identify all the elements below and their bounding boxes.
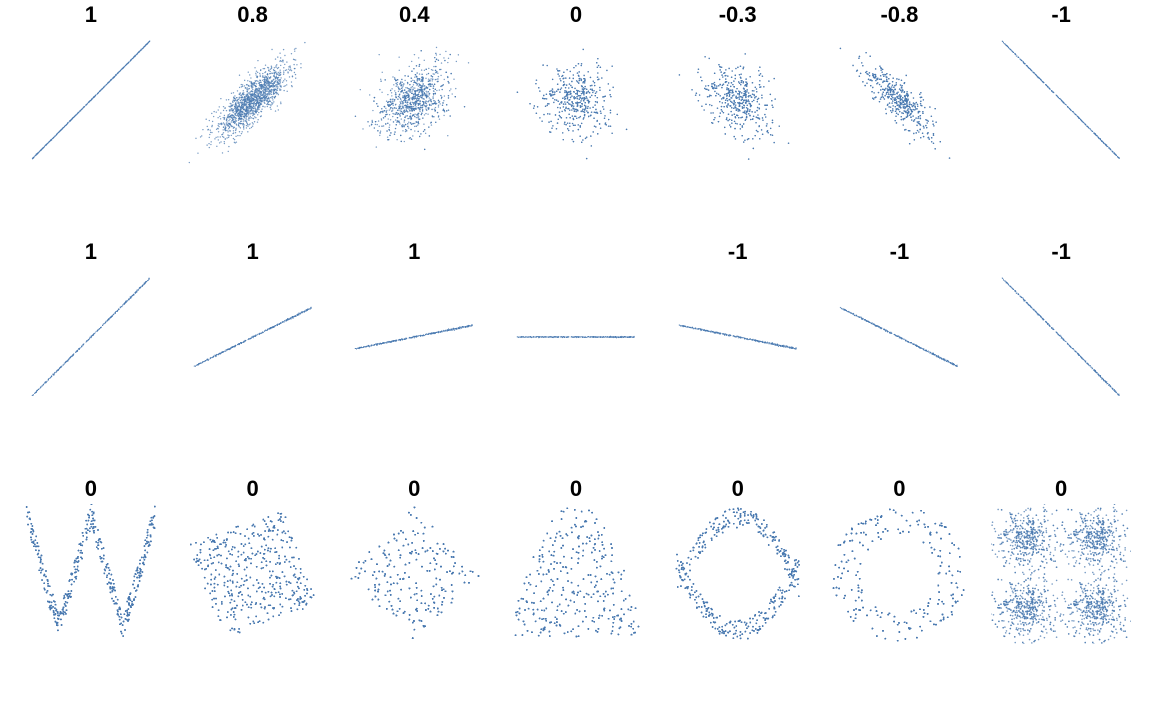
scatter-plot <box>344 30 484 170</box>
scatter-plot <box>991 504 1131 644</box>
correlation-examples-figure: 1 0.8 0.4 0 -0.3 -0.8 -1 1 1 1 -1 -1 -1 0 0 0 0 0 0 0 <box>0 0 1152 711</box>
panel-title: -0.3 <box>719 0 757 30</box>
scatter-plot <box>344 267 484 407</box>
scatter-plot <box>991 267 1131 407</box>
scatter-plot <box>829 267 969 407</box>
scatter-plot <box>829 30 969 170</box>
scatter-plot <box>21 504 161 644</box>
panel-title: 0 <box>732 474 744 504</box>
scatter-plot <box>183 30 323 170</box>
panel-title: 1 <box>85 237 97 267</box>
panel-r1c5: -1 <box>819 237 981 474</box>
panel-title: -0.8 <box>880 0 918 30</box>
scatter-plot <box>344 504 484 644</box>
panel-title: -1 <box>728 237 748 267</box>
panel-r1c2: 1 <box>333 237 495 474</box>
panel-r0c3: 0 <box>495 0 657 237</box>
panel-r2c6: 0 <box>980 474 1142 711</box>
panel-title: 0 <box>246 474 258 504</box>
panel-r1c4: -1 <box>657 237 819 474</box>
panel-r2c5: 0 <box>819 474 981 711</box>
panel-title: -1 <box>1051 0 1071 30</box>
panel-r0c0: 1 <box>10 0 172 237</box>
scatter-plot <box>506 267 646 407</box>
panel-title: 0 <box>85 474 97 504</box>
panel-title: 1 <box>246 237 258 267</box>
scatter-plot <box>21 30 161 170</box>
panel-title: 0.4 <box>399 0 430 30</box>
scatter-plot <box>506 504 646 644</box>
scatter-plot <box>829 504 969 644</box>
panel-r0c6: -1 <box>980 0 1142 237</box>
scatter-plot <box>506 30 646 170</box>
panel-title: 1 <box>408 237 420 267</box>
scatter-plot <box>183 504 323 644</box>
panel-grid: 1 0.8 0.4 0 -0.3 -0.8 -1 1 1 1 -1 -1 -1 0 0 0 0 0 0 0 <box>0 0 1152 711</box>
panel-title: -1 <box>890 237 910 267</box>
panel-r1c0: 1 <box>10 237 172 474</box>
scatter-plot <box>668 504 808 644</box>
scatter-plot <box>21 267 161 407</box>
scatter-plot <box>668 30 808 170</box>
panel-r2c2: 0 <box>333 474 495 711</box>
panel-r0c2: 0.4 <box>333 0 495 237</box>
panel-title: 0 <box>408 474 420 504</box>
scatter-plot <box>183 267 323 407</box>
panel-title: 0 <box>1055 474 1067 504</box>
panel-r2c4: 0 <box>657 474 819 711</box>
panel-title: 0 <box>893 474 905 504</box>
panel-title: -1 <box>1051 237 1071 267</box>
panel-r1c6: -1 <box>980 237 1142 474</box>
panel-title: 0 <box>570 0 582 30</box>
panel-title: 0 <box>570 474 582 504</box>
panel-r0c4: -0.3 <box>657 0 819 237</box>
panel-r2c0: 0 <box>10 474 172 711</box>
panel-r0c5: -0.8 <box>819 0 981 237</box>
panel-r2c3: 0 <box>495 474 657 711</box>
panel-r2c1: 0 <box>172 474 334 711</box>
scatter-plot <box>668 267 808 407</box>
panel-title: 1 <box>85 0 97 30</box>
panel-r0c1: 0.8 <box>172 0 334 237</box>
panel-r1c1: 1 <box>172 237 334 474</box>
panel-title: 0.8 <box>237 0 268 30</box>
scatter-plot <box>991 30 1131 170</box>
panel-r1c3 <box>495 237 657 474</box>
